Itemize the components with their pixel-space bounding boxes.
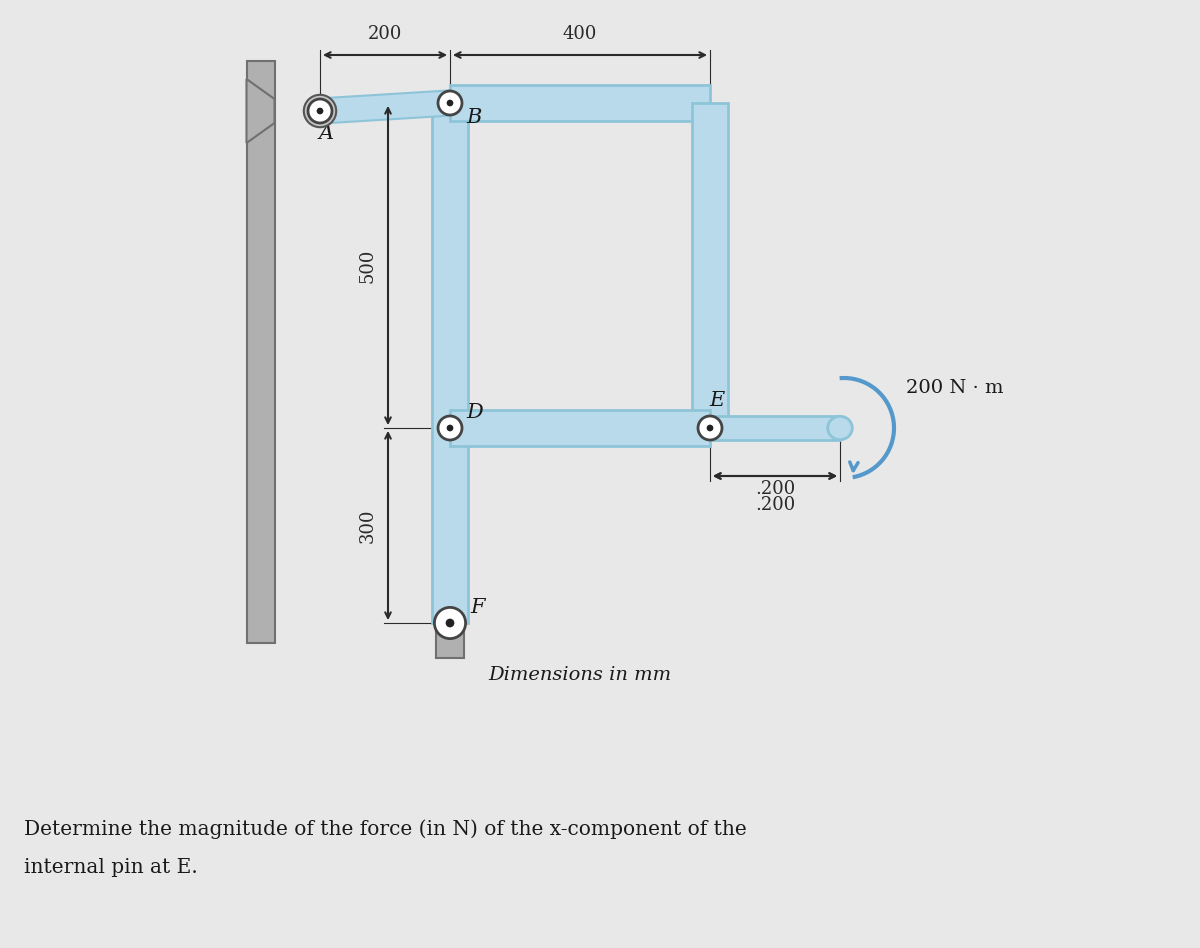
Circle shape (434, 608, 466, 639)
Polygon shape (319, 90, 451, 123)
Circle shape (698, 416, 722, 440)
Text: .200: .200 (755, 496, 796, 514)
Text: .200: .200 (755, 480, 796, 498)
Bar (436, 626, 464, 658)
Circle shape (707, 425, 713, 431)
Circle shape (438, 416, 462, 440)
Polygon shape (450, 410, 710, 446)
Text: Dimensions in mm: Dimensions in mm (488, 666, 672, 684)
Text: A: A (319, 124, 334, 143)
Text: D: D (466, 403, 482, 422)
Circle shape (446, 100, 454, 106)
Text: Determine the magnitude of the force (in N) of the x-component of the: Determine the magnitude of the force (in… (24, 819, 746, 839)
Bar (246, 61, 275, 643)
Ellipse shape (828, 416, 852, 440)
Polygon shape (246, 79, 275, 143)
Polygon shape (450, 85, 710, 121)
Circle shape (317, 108, 323, 115)
Text: 300: 300 (359, 508, 377, 543)
Circle shape (308, 99, 332, 123)
Polygon shape (692, 103, 728, 428)
Polygon shape (432, 103, 468, 623)
Text: 500: 500 (359, 248, 377, 283)
Text: 200: 200 (368, 25, 402, 43)
Text: E: E (709, 391, 725, 410)
Text: 200 N · m: 200 N · m (906, 379, 1003, 397)
Text: B: B (466, 108, 481, 127)
Circle shape (304, 95, 336, 127)
Circle shape (446, 425, 454, 431)
Text: F: F (470, 598, 485, 617)
Polygon shape (710, 416, 840, 440)
Circle shape (438, 91, 462, 115)
Text: internal pin at E.: internal pin at E. (24, 858, 198, 877)
Circle shape (445, 619, 455, 628)
Text: 400: 400 (563, 25, 598, 43)
